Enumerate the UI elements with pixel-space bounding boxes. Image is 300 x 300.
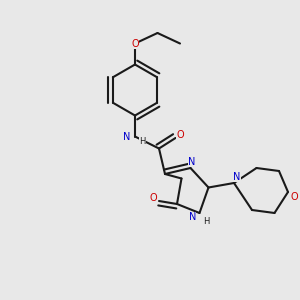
- Text: N: N: [188, 157, 196, 167]
- Text: O: O: [176, 130, 184, 140]
- Text: H: H: [140, 137, 146, 146]
- Text: H: H: [203, 217, 209, 226]
- Text: N: N: [188, 212, 196, 223]
- Text: O: O: [290, 191, 298, 202]
- Text: N: N: [123, 131, 130, 142]
- Text: O: O: [149, 193, 157, 203]
- Text: N: N: [233, 172, 241, 182]
- Text: O: O: [131, 38, 139, 49]
